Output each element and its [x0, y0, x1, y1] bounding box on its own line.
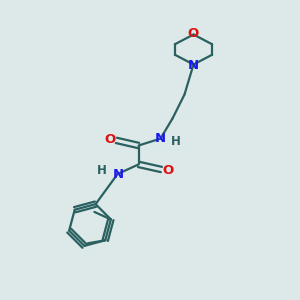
- Text: N: N: [188, 58, 199, 72]
- Text: O: O: [188, 27, 199, 40]
- Text: H: H: [97, 164, 107, 178]
- Text: O: O: [104, 133, 116, 146]
- Text: H: H: [171, 135, 181, 148]
- Text: N: N: [155, 132, 166, 145]
- Text: O: O: [162, 164, 174, 177]
- Text: N: N: [112, 167, 124, 181]
